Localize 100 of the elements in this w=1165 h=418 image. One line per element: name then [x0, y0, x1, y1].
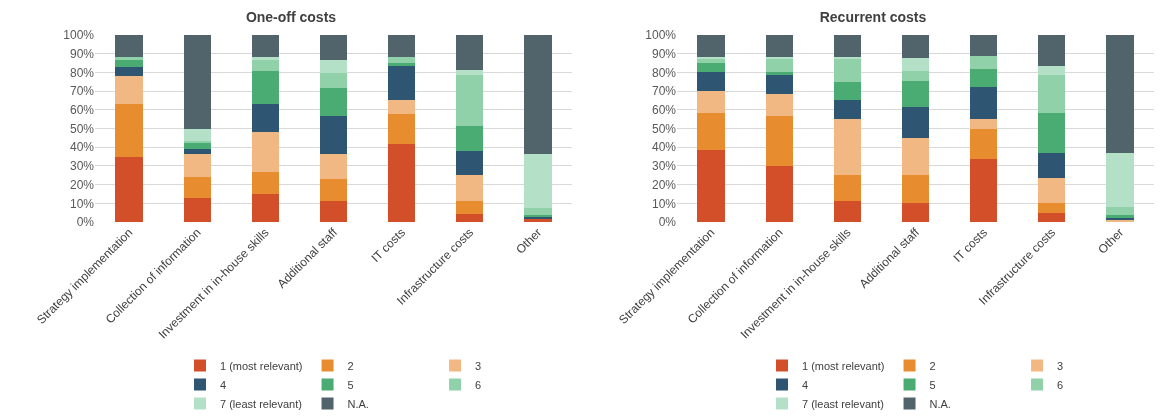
- bar: [1106, 207, 1134, 216]
- bar: [970, 55, 998, 69]
- bar: [1106, 152, 1134, 208]
- y-tick-label: 100%: [645, 28, 677, 43]
- bar: [456, 35, 484, 70]
- bar: [319, 153, 348, 179]
- bar: [388, 35, 416, 58]
- bar: [524, 207, 552, 215]
- y-tick-label: 20%: [69, 177, 95, 192]
- legend-label: 1 (most relevant): [802, 359, 885, 372]
- bar: [1038, 75, 1066, 113]
- bar: [765, 93, 793, 117]
- bar: [251, 57, 279, 61]
- legend-label: 7 (least relevant): [802, 397, 884, 410]
- legend-label: 6: [475, 378, 482, 391]
- bar: [115, 57, 143, 60]
- bar: [901, 175, 930, 204]
- bar: [319, 35, 348, 61]
- bar: [697, 91, 725, 113]
- bar: [183, 177, 211, 198]
- bar: [456, 200, 484, 214]
- legend-label: 1 (most relevant): [220, 359, 303, 372]
- bar: [970, 68, 998, 88]
- bar: [833, 200, 861, 222]
- bar: [456, 75, 484, 126]
- bar: [765, 72, 793, 76]
- bar: [319, 88, 348, 117]
- bar: [388, 65, 416, 101]
- bar: [456, 125, 484, 151]
- bar: [183, 149, 211, 154]
- y-tick-label: 90%: [69, 46, 95, 61]
- bar: [765, 75, 793, 94]
- bar: [115, 76, 143, 105]
- bar: [183, 143, 211, 150]
- bar: [970, 87, 998, 120]
- bar: [388, 63, 416, 66]
- y-tick-label: 10%: [69, 196, 95, 211]
- bar: [251, 70, 279, 105]
- legend-label: 3: [1057, 359, 1064, 372]
- y-tick-label: 50%: [69, 121, 95, 136]
- bar: [115, 156, 143, 222]
- bar: [388, 57, 416, 64]
- bar: [251, 132, 279, 173]
- bar: [319, 60, 348, 74]
- bar: [115, 35, 143, 58]
- bar: [697, 150, 725, 222]
- chart-title: Recurrent costs: [819, 9, 927, 26]
- bar: [319, 200, 348, 222]
- bar: [115, 66, 143, 77]
- bar: [251, 193, 279, 222]
- bar: [183, 35, 211, 129]
- bar: [697, 112, 725, 151]
- y-tick-label: 100%: [63, 28, 95, 43]
- bar: [115, 104, 143, 157]
- bar: [251, 172, 279, 194]
- y-tick-label: 0%: [658, 215, 677, 230]
- bar: [251, 35, 279, 58]
- bar: [1038, 203, 1066, 213]
- bar: [765, 116, 793, 166]
- bar: [456, 150, 484, 176]
- bar: [1038, 212, 1066, 222]
- chart-title: One-off costs: [245, 9, 337, 26]
- bar: [524, 35, 552, 154]
- bar: [456, 213, 484, 222]
- bar: [970, 128, 998, 160]
- legend-label: N.A.: [929, 397, 951, 410]
- bar: [1038, 152, 1066, 179]
- bar: [388, 113, 416, 145]
- bar: [1106, 35, 1134, 153]
- y-tick-label: 40%: [69, 140, 95, 155]
- legend-label: 2: [929, 359, 936, 372]
- bar: [1038, 65, 1066, 76]
- bar: [901, 71, 930, 81]
- legend-label: 4: [220, 378, 227, 391]
- y-tick-label: 10%: [651, 196, 677, 211]
- legend-label: 4: [802, 378, 809, 391]
- bar: [319, 178, 348, 201]
- y-tick-label: 70%: [651, 84, 677, 99]
- bar: [1038, 112, 1066, 153]
- bar: [901, 137, 930, 176]
- bar: [1038, 178, 1066, 204]
- bar: [697, 72, 725, 92]
- bar: [833, 100, 861, 120]
- bar: [901, 106, 930, 138]
- bar: [388, 100, 416, 114]
- y-tick-label: 80%: [651, 65, 677, 80]
- legend-label: 5: [347, 378, 354, 391]
- y-tick-label: 90%: [651, 46, 677, 61]
- y-tick-label: 60%: [651, 103, 677, 117]
- bar: [697, 35, 725, 57]
- bar: [183, 153, 211, 178]
- y-tick-label: 50%: [651, 121, 677, 136]
- legend-label: 3: [475, 359, 482, 372]
- y-tick-label: 20%: [651, 177, 677, 192]
- bar: [901, 80, 930, 107]
- bar: [697, 63, 725, 73]
- bar: [970, 119, 998, 129]
- bar: [319, 73, 348, 89]
- bar: [183, 128, 211, 141]
- bar: [765, 59, 793, 73]
